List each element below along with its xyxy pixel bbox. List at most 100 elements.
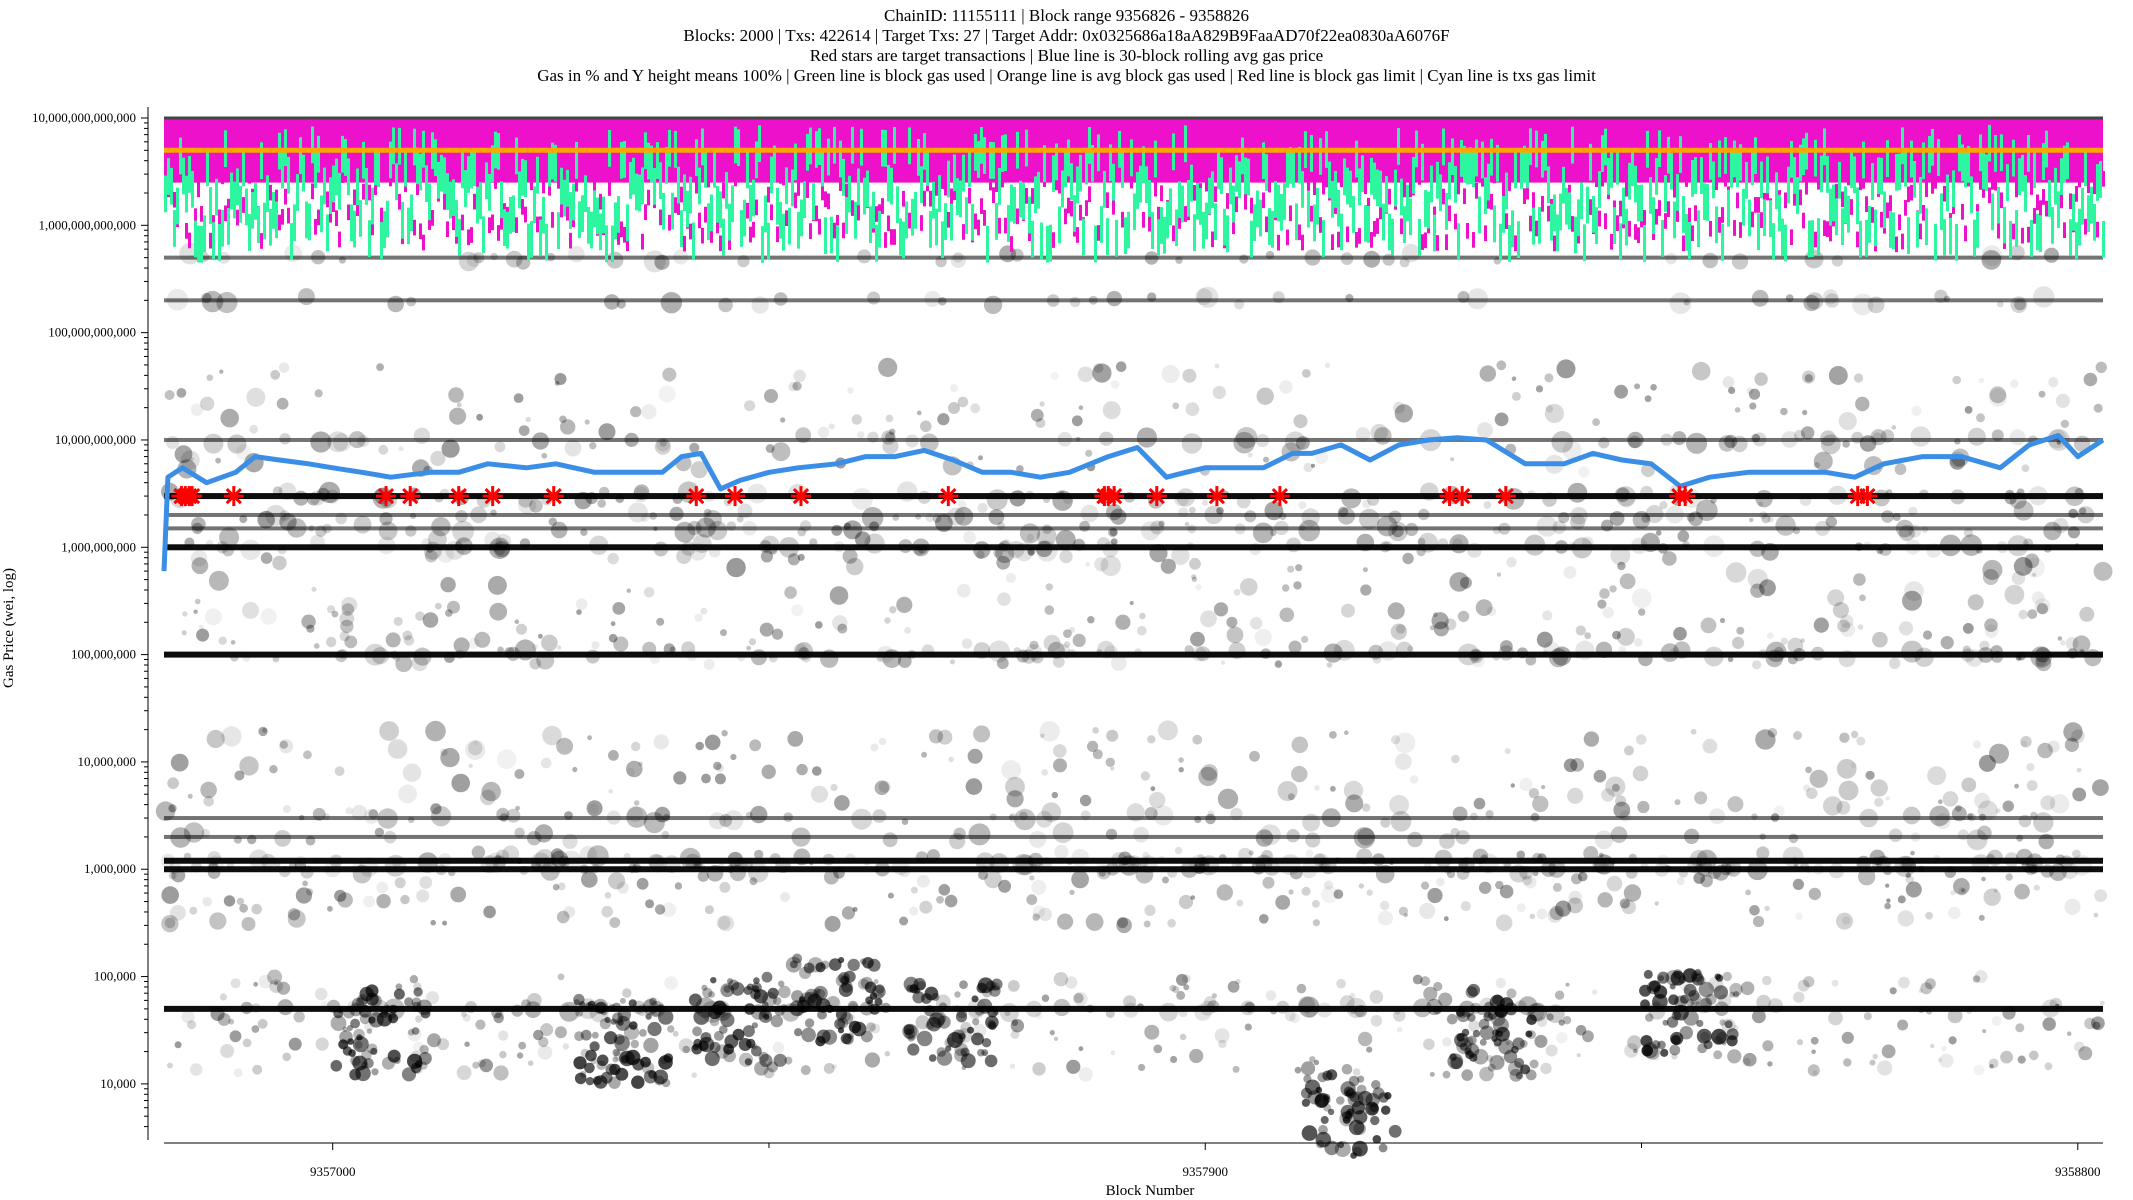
gas-used-bar: [1832, 184, 1835, 222]
tx-point: [1142, 851, 1150, 860]
tx-point: [935, 514, 953, 532]
tx-point: [720, 983, 735, 998]
tx-point: [242, 1038, 252, 1048]
tx-point: [1323, 643, 1343, 663]
tx-point: [476, 413, 483, 421]
txs-gas-limit-bar: [1865, 196, 1868, 212]
txs-gas-limit-bar: [1466, 222, 1469, 239]
txs-gas-limit-bar: [1487, 192, 1490, 209]
tx-point: [1469, 1002, 1482, 1014]
tx-point: [187, 793, 193, 799]
tx-point: [761, 971, 773, 983]
tx-point: [1838, 412, 1857, 431]
tx-point: [636, 877, 649, 890]
tx-point: [2092, 1021, 2101, 1030]
tx-point: [1129, 601, 1134, 605]
tx-point: [557, 973, 565, 981]
tx-point: [612, 602, 626, 615]
txs-gas-limit-bar: [608, 180, 611, 196]
tx-point: [400, 894, 410, 905]
gas-used-bar: [1970, 176, 1973, 214]
tx-point: [1881, 1044, 1896, 1059]
target-star-stroke: [377, 487, 395, 505]
tx-point: [746, 1038, 756, 1049]
tx-point: [434, 492, 444, 503]
tx-point: [575, 598, 588, 610]
tx-point: [1230, 807, 1243, 821]
tx-point: [514, 619, 520, 624]
txs-gas-limit-bar: [593, 180, 596, 196]
tx-point: [1582, 1030, 1594, 1043]
tx-point: [840, 1033, 852, 1045]
tx-point: [407, 1029, 415, 1036]
tx-point: [612, 1002, 621, 1012]
tx-point: [1984, 618, 1998, 632]
tx-point: [1960, 534, 1983, 556]
tx-point: [1086, 1004, 1095, 1013]
tx-point: [1496, 572, 1502, 577]
gas-used-bar: [1997, 186, 2000, 224]
tx-point: [783, 812, 793, 822]
tx-point: [812, 766, 822, 776]
txs-gas-limit-bar: [839, 175, 842, 191]
txs-gas-limit-bar: [416, 179, 419, 196]
txs-gas-limit-bar: [1880, 211, 1883, 228]
txs-gas-limit-bar: [1859, 174, 1862, 191]
tx-point: [790, 960, 798, 969]
txs-gas-limit-bar: [1502, 180, 1505, 197]
gas-used-bar: [1121, 151, 1124, 188]
txs-gas-limit-bar: [1367, 197, 1370, 214]
tx-point: [1029, 830, 1047, 848]
txs-gas-limit-bar: [1229, 147, 1232, 164]
tx-point: [2036, 603, 2048, 615]
tx-point: [312, 807, 326, 821]
tx-point: [634, 800, 640, 806]
tx-point: [591, 641, 600, 650]
tx-point: [907, 649, 917, 659]
txs-gas-limit-bar: [245, 160, 248, 177]
tx-point: [554, 1026, 567, 1039]
tx-point: [642, 999, 659, 1015]
tx-point: [207, 866, 221, 879]
tx-point: [568, 245, 585, 263]
txs-gas-limit-bar: [260, 233, 263, 249]
tx-point: [703, 490, 715, 502]
txs-gas-limit-bar: [863, 149, 866, 165]
txs-gas-limit-bar: [1376, 218, 1379, 234]
tx-point: [623, 853, 631, 861]
tx-point: [815, 962, 826, 973]
tx-point: [377, 808, 398, 829]
tx-point: [587, 735, 592, 741]
txs-gas-limit-bar: [1943, 185, 1946, 202]
tx-point: [840, 975, 850, 985]
tx-point: [1989, 386, 2007, 404]
tx-point: [1635, 734, 1647, 745]
tx-point: [1770, 813, 1780, 822]
tx-point: [1766, 641, 1787, 662]
tx-point: [1719, 862, 1733, 876]
tx-point: [1029, 875, 1035, 881]
gas-used-bar: [647, 142, 650, 180]
tx-point: [1541, 785, 1546, 790]
tx-point: [363, 895, 375, 908]
tx-point: [190, 550, 208, 567]
tx-point: [1067, 649, 1076, 658]
gas-used-bar: [905, 201, 908, 239]
tx-point: [1941, 1045, 1947, 1052]
txs-gas-limit-bar: [1370, 232, 1373, 248]
tx-point: [1356, 1084, 1367, 1095]
txs-gas-limit-bar: [566, 204, 569, 221]
gas-used-bar: [326, 214, 329, 252]
txs-gas-limit-bar: [1481, 170, 1484, 187]
tx-point: [1217, 788, 1239, 809]
tx-point: [1472, 848, 1489, 864]
tx-point: [519, 538, 531, 549]
txs-gas-limit-bar: [1757, 197, 1760, 213]
tx-point: [453, 637, 470, 654]
tx-point: [1289, 866, 1303, 880]
tx-point: [1160, 558, 1176, 574]
tx-point: [1014, 542, 1034, 562]
tx-point: [841, 906, 856, 920]
gas-used-bar: [2087, 195, 2090, 232]
tx-point: [644, 996, 661, 1014]
